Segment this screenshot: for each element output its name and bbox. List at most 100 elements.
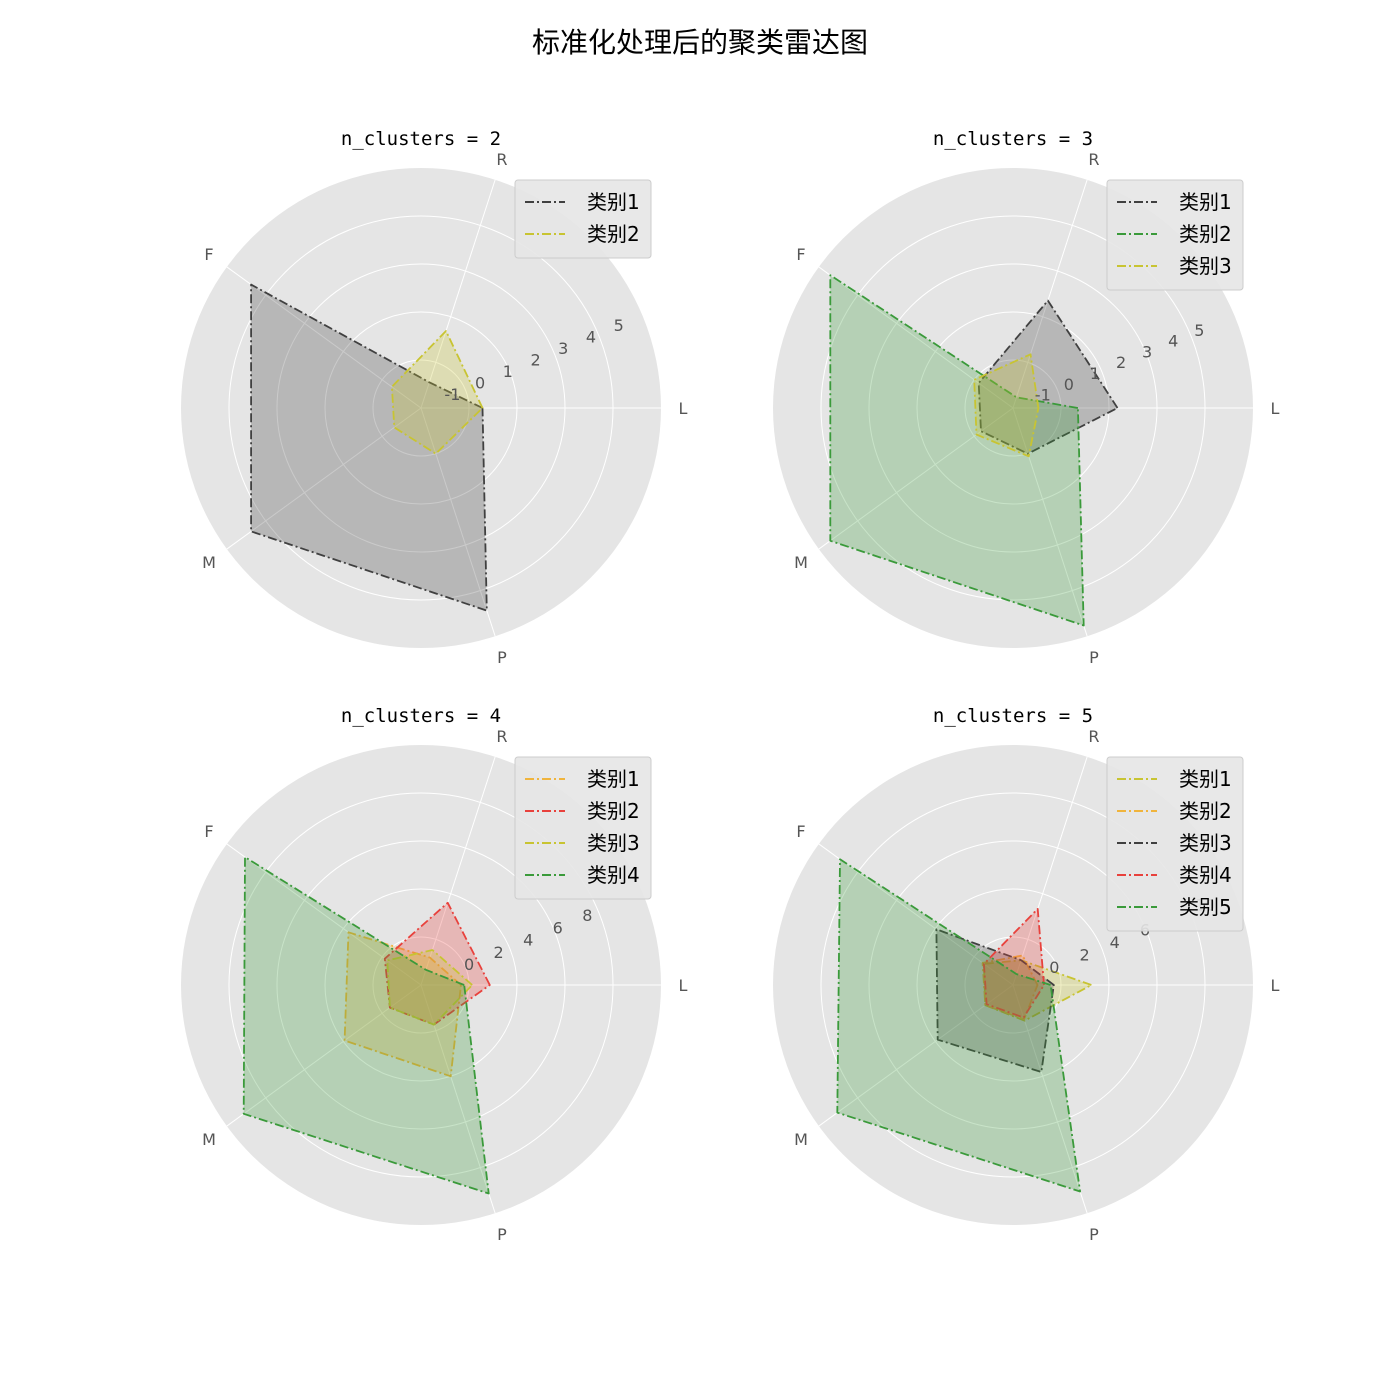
legend: 类别1 类别2 类别3 [1106, 179, 1244, 291]
series-3-polygon [973, 353, 1040, 458]
axis-label-R: R [1088, 727, 1099, 746]
spoke-line [226, 843, 422, 986]
spoke-line [420, 756, 496, 986]
axis-label-F: F [796, 245, 805, 264]
radial-tick-label: 0 [475, 374, 485, 393]
spoke-line [1012, 407, 1088, 637]
radial-tick-label: 3 [558, 339, 568, 358]
spoke-line [1012, 179, 1088, 409]
axis-label-P: P [1089, 1225, 1099, 1244]
series-2-polygon [390, 330, 484, 455]
axis-label-F: F [204, 245, 213, 264]
spoke-line [1012, 984, 1088, 1214]
radial-tick-label: 8 [582, 906, 592, 925]
axis-label-L: L [1271, 976, 1280, 995]
radial-tick-label: 0 [464, 955, 474, 974]
spoke-line [420, 179, 496, 409]
subplot-title: n_clusters = 4 [341, 705, 501, 727]
radial-tick-label: 3 [1142, 342, 1152, 361]
axis-label-M: M [202, 553, 216, 572]
subplot-title: n_clusters = 3 [933, 128, 1093, 150]
axis-label-L: L [679, 976, 688, 995]
subplot-title: n_clusters = 5 [933, 705, 1093, 727]
legend-entry-label: 类别3 [1179, 254, 1232, 278]
axis-label-R: R [1088, 150, 1099, 169]
spoke-line [1012, 756, 1088, 986]
axis-label-L: L [679, 399, 688, 418]
radial-tick-label: 5 [1194, 321, 1204, 340]
radial-tick-label: -1 [1035, 386, 1051, 405]
series-4-polygon [242, 856, 490, 1195]
radial-tick-label: 2 [530, 351, 540, 370]
radial-tick-label: 4 [586, 328, 596, 347]
series-1-polygon [977, 299, 1119, 455]
subplot-title: n_clusters = 2 [341, 128, 501, 150]
legend-entry-label: 类别3 [587, 831, 640, 855]
legend-entry-label: 类别3 [1179, 831, 1232, 855]
radial-tick-label: 4 [523, 931, 533, 950]
spoke-line [818, 407, 1014, 550]
radial-tick-label: 0 [1064, 375, 1074, 394]
legend-entry-label: 类别1 [1179, 190, 1232, 214]
spoke-line [818, 266, 1014, 409]
spoke-line [420, 407, 496, 637]
radial-tick-label: 2 [1079, 945, 1089, 964]
series-3-polygon [935, 928, 1055, 1073]
series-4-polygon [983, 908, 1045, 1019]
legend-entry-label: 类别4 [587, 863, 640, 887]
legend-entry-label: 类别2 [1179, 799, 1232, 823]
legend-entry-label: 类别1 [587, 190, 640, 214]
legend: 类别1 类别2 类别3 类别4 [514, 756, 652, 900]
radar-panel-3: L R F M P 0 24 68 n_clusters = 4 类别1 类别2 类别3 类别4 [181, 705, 688, 1244]
series-2-polygon [383, 901, 491, 1026]
axis-label-F: F [204, 822, 213, 841]
legend-box [514, 179, 652, 259]
radial-tick-label: 1 [503, 362, 513, 381]
axis-label-L: L [1271, 399, 1280, 418]
series-1-polygon [250, 283, 488, 612]
radial-tick-label: 5 [614, 316, 624, 335]
legend-entry-label: 类别4 [1179, 863, 1232, 887]
legend-box [514, 756, 652, 900]
spoke-line [818, 984, 1014, 1127]
axis-label-P: P [497, 648, 507, 667]
figure-title: 标准化处理后的聚类雷达图 [532, 26, 868, 59]
axis-label-P: P [1089, 648, 1099, 667]
axis-label-M: M [794, 553, 808, 572]
radial-tick-label: 4 [1168, 332, 1178, 351]
legend-box [1106, 179, 1244, 291]
legend-entry-label: 类别5 [1179, 895, 1232, 919]
radial-tick-label: 1 [1090, 364, 1100, 383]
axis-label-M: M [794, 1130, 808, 1149]
radial-tick-label: 6 [553, 918, 563, 937]
legend-entry-label: 类别1 [1179, 767, 1232, 791]
spoke-line [420, 984, 496, 1214]
series-5-polygon [836, 858, 1081, 1193]
radial-tick-label: -1 [444, 385, 460, 404]
spoke-line [226, 984, 422, 1127]
axis-label-R: R [496, 727, 507, 746]
series-1-polygon [343, 931, 462, 1078]
axis-label-P: P [497, 1225, 507, 1244]
legend: 类别1 类别2 类别3 类别4 类别5 [1106, 756, 1244, 932]
radial-tick-label: 2 [494, 943, 504, 962]
radial-tick-label: 0 [1049, 958, 1059, 977]
radial-tick-label: 4 [1110, 933, 1120, 952]
legend-entry-label: 类别1 [587, 767, 640, 791]
radial-tick-label: 2 [1116, 353, 1126, 372]
legend-entry-label: 类别2 [587, 222, 640, 246]
legend-box [1106, 756, 1244, 932]
series-2-polygon [829, 274, 1085, 627]
series-2-polygon [981, 954, 1039, 1021]
spoke-line [818, 843, 1014, 986]
legend-entry-label: 类别2 [587, 799, 640, 823]
legend-entry-label: 类别2 [1179, 222, 1232, 246]
axis-label-F: F [796, 822, 805, 841]
series-3-polygon [386, 949, 474, 1026]
